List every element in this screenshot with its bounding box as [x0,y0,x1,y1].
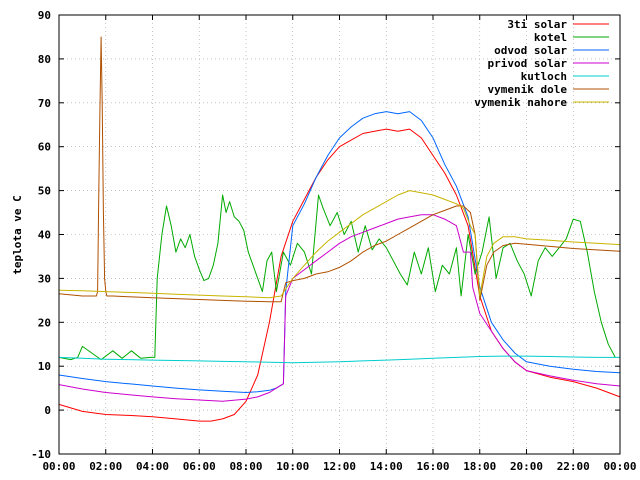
y-tick-label: 50 [38,185,51,198]
y-tick-label: 60 [38,141,51,154]
legend-label-vymenik-dole: vymenik dole [488,83,568,96]
series-line-kutloch [58,355,620,364]
x-tick-label: 06:00 [183,460,216,473]
legend-label-kutloch: kutloch [521,70,567,83]
x-tick-label: 00:00 [42,460,75,473]
y-axis-tick-labels: -10 0 10 20 30 40 50 60 70 80 90 [31,9,51,461]
x-tick-label: 14:00 [370,460,403,473]
series-line-vymenik-dole [58,36,621,303]
y-tick-label: -10 [31,448,51,461]
series-line-privod-solar [58,214,621,402]
plot-series [58,36,621,422]
y-axis-title: teplota ve C [11,195,24,274]
legend-label-3ti-solar: 3ti solar [507,18,567,31]
axis-ticks [58,14,621,455]
legend-label-vymenik-nahore: vymenik nahore [474,96,567,109]
legend-label-kotel: kotel [534,31,567,44]
y-tick-label: 30 [38,272,51,285]
x-tick-label: 04:00 [136,460,169,473]
y-tick-label: 20 [38,316,51,329]
x-tick-label: 12:00 [323,460,356,473]
series-line-kotel [58,194,616,361]
y-tick-label: 10 [38,360,51,373]
y-tick-label: 0 [44,404,51,417]
series-line-vymenik-nahore [58,190,621,299]
y-tick-label: 90 [38,9,51,22]
x-tick-label: 16:00 [416,460,449,473]
x-tick-label: 00:00 [603,460,636,473]
x-tick-label: 22:00 [557,460,590,473]
x-tick-label: 10:00 [276,460,309,473]
x-axis-tick-labels: 00:00 02:00 04:00 06:00 08:00 10:00 12:00 14:00… [42,460,636,473]
x-tick-label: 18:00 [463,460,496,473]
y-tick-label: 80 [38,53,51,66]
x-tick-label: 20:00 [510,460,543,473]
legend-label-odvod-solar: odvod solar [494,44,567,57]
series-line-odvod-solar [58,111,621,393]
x-tick-label: 08:00 [229,460,262,473]
y-tick-label: 40 [38,229,51,242]
legend-label-privod-solar: privod solar [488,57,568,70]
y-tick-label: 70 [38,97,51,110]
x-tick-label: 02:00 [89,460,122,473]
